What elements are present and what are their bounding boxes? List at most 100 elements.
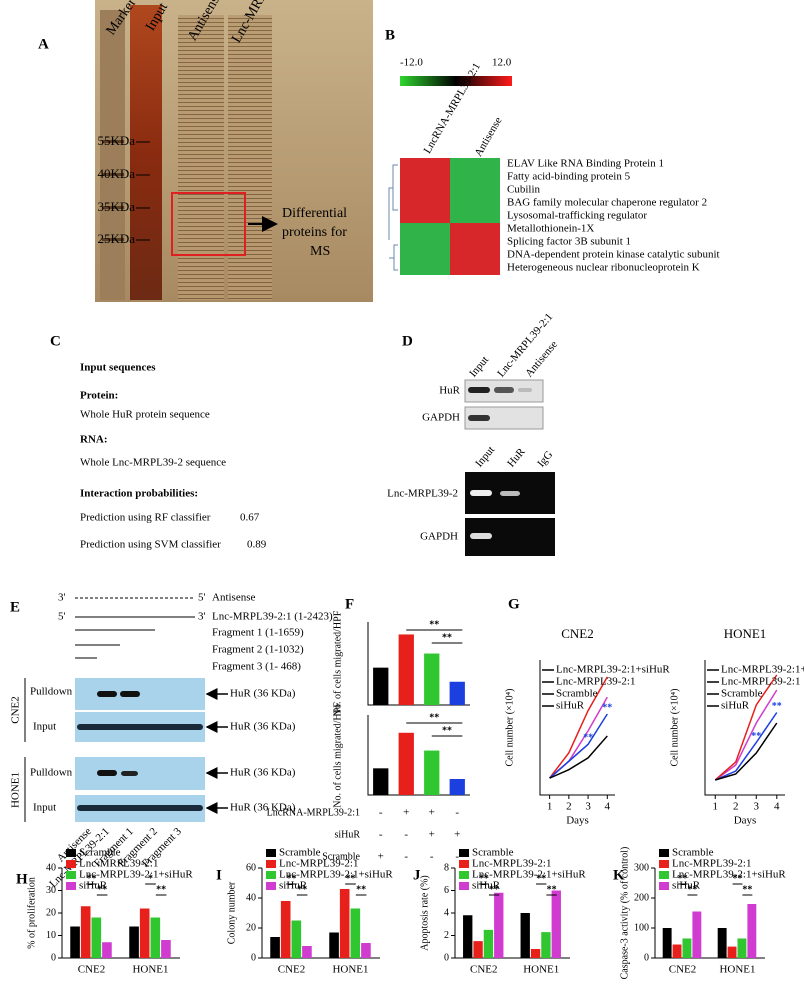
legend-swatch xyxy=(459,882,469,890)
x-tick-label: 3 xyxy=(754,801,760,813)
bar xyxy=(139,908,150,958)
y-tick-label: 40 xyxy=(246,892,256,903)
legend-swatch xyxy=(266,871,276,879)
panel-label: H xyxy=(16,871,28,887)
x-tick-label: HONE1 xyxy=(132,964,168,976)
condition-sign: - xyxy=(455,851,459,863)
bar xyxy=(70,926,80,958)
condition-sign: + xyxy=(403,807,409,819)
gel-lane xyxy=(178,15,224,300)
x-tick-label: HONE1 xyxy=(523,964,559,976)
bar xyxy=(727,946,737,958)
significance-label: ** xyxy=(602,702,612,713)
bar xyxy=(339,889,350,958)
significance-label: ** xyxy=(429,619,439,630)
legend-label: Lnc-MRPL39-2:1+siHuR xyxy=(79,869,193,881)
panel-label: I xyxy=(216,867,222,883)
heat-cell xyxy=(400,158,450,171)
legend-label: Lnc-MRPL39-2:1+siHuR xyxy=(721,664,804,676)
bar xyxy=(530,949,541,958)
legend-swatch xyxy=(659,860,669,868)
legend-label: Lnc-MRPL39-2:1+siHuR xyxy=(672,869,786,881)
x-tick-label: 2 xyxy=(733,801,739,813)
line-series xyxy=(549,735,608,779)
bar xyxy=(717,928,727,958)
heading: Protein: xyxy=(80,390,118,402)
strand-end: 5' xyxy=(58,611,66,623)
bar xyxy=(463,915,473,958)
panel-b: B -12.0 12.0 LncRNA-MRPL39-2:1 Antisense… xyxy=(385,27,720,275)
line-series xyxy=(549,713,608,779)
panel-e: E 3' 5' Antisense 5' 3' Lnc-MRPL39-2:1 (… xyxy=(10,592,333,891)
legend-label: Lnc-MRPL39-2:1 xyxy=(672,858,751,870)
row-label: Cubilin xyxy=(507,184,541,196)
legend-label: Lnc-MRPL39-2:1+siHuR xyxy=(472,869,586,881)
y-tick-label: 60 xyxy=(246,862,256,873)
condition-sign: - xyxy=(455,807,459,819)
bar xyxy=(373,667,389,705)
row-label: DNA-dependent protein kinase catalytic s… xyxy=(507,249,720,261)
strand-end: 5' xyxy=(198,592,206,604)
gel-lane xyxy=(100,10,125,300)
text: Prediction using SVM classifier xyxy=(80,539,221,551)
condition-sign: - xyxy=(379,829,383,841)
row-label: Metallothionein-1X xyxy=(507,223,594,235)
bar xyxy=(692,911,702,958)
legend-swatch xyxy=(266,849,276,857)
blot-band xyxy=(120,691,140,697)
legend-label: Scramble xyxy=(79,847,121,859)
bar xyxy=(270,937,280,958)
fragment-label: Fragment 1 (1-1659) xyxy=(212,627,304,639)
color-scale xyxy=(400,76,512,86)
gel-lane xyxy=(130,5,162,300)
bar xyxy=(102,942,112,958)
y-tick-label: 2 xyxy=(444,930,449,941)
x-tick-label: HONE1 xyxy=(332,964,368,976)
heading: Interaction probabilities: xyxy=(80,488,198,500)
x-tick-label: 1 xyxy=(713,801,719,813)
gel-band xyxy=(470,490,492,496)
gel-band xyxy=(102,238,124,241)
x-tick-label: 4 xyxy=(774,801,780,813)
x-tick-label: CNE2 xyxy=(278,964,306,976)
condition-label: LncRNA-MRPL39-2:1 xyxy=(267,807,360,818)
x-axis-label: Days xyxy=(734,815,757,827)
condition-sign: - xyxy=(379,807,383,819)
blot-band xyxy=(77,805,203,811)
heat-cell xyxy=(450,184,500,197)
legend-swatch xyxy=(66,860,76,868)
condition-label: siHuR xyxy=(334,829,360,840)
heading: RNA: xyxy=(80,434,108,446)
heading: Input sequences xyxy=(80,362,156,374)
blot-band xyxy=(518,388,532,392)
band-label: HuR (36 KDa) xyxy=(230,721,296,733)
blot-band xyxy=(494,387,514,393)
y-tick-label: 20 xyxy=(46,907,56,918)
legend-label: Lnc-MRPL39-2:1+siHuR xyxy=(556,664,670,676)
significance-label: ** xyxy=(583,733,593,744)
bar xyxy=(398,634,414,705)
legend-label: Lnc-MRPL39-2:1 xyxy=(556,676,635,688)
lane-label: Input xyxy=(473,444,497,470)
x-tick-label: CNE2 xyxy=(78,964,106,976)
panel-label: B xyxy=(385,27,395,43)
significance-label: ** xyxy=(87,873,97,884)
legend-label: Lnc-MRPL39-2:1 xyxy=(472,858,551,870)
bar xyxy=(483,929,494,958)
y-tick-label: 20 xyxy=(246,922,256,933)
legend-label: siHuR xyxy=(556,700,585,712)
legend-label: siHuR xyxy=(672,880,701,892)
gel-band xyxy=(102,140,124,143)
legend-label: Lnc-MRPL39-2:1 xyxy=(79,858,158,870)
legend-swatch xyxy=(266,860,276,868)
color-scale-max: 12.0 xyxy=(492,57,512,69)
significance-label: * xyxy=(148,873,153,884)
blot-band xyxy=(121,771,138,776)
bar xyxy=(551,890,561,958)
bar xyxy=(291,920,302,958)
blot-band xyxy=(97,770,117,776)
chart-title: HONE1 xyxy=(724,626,767,641)
